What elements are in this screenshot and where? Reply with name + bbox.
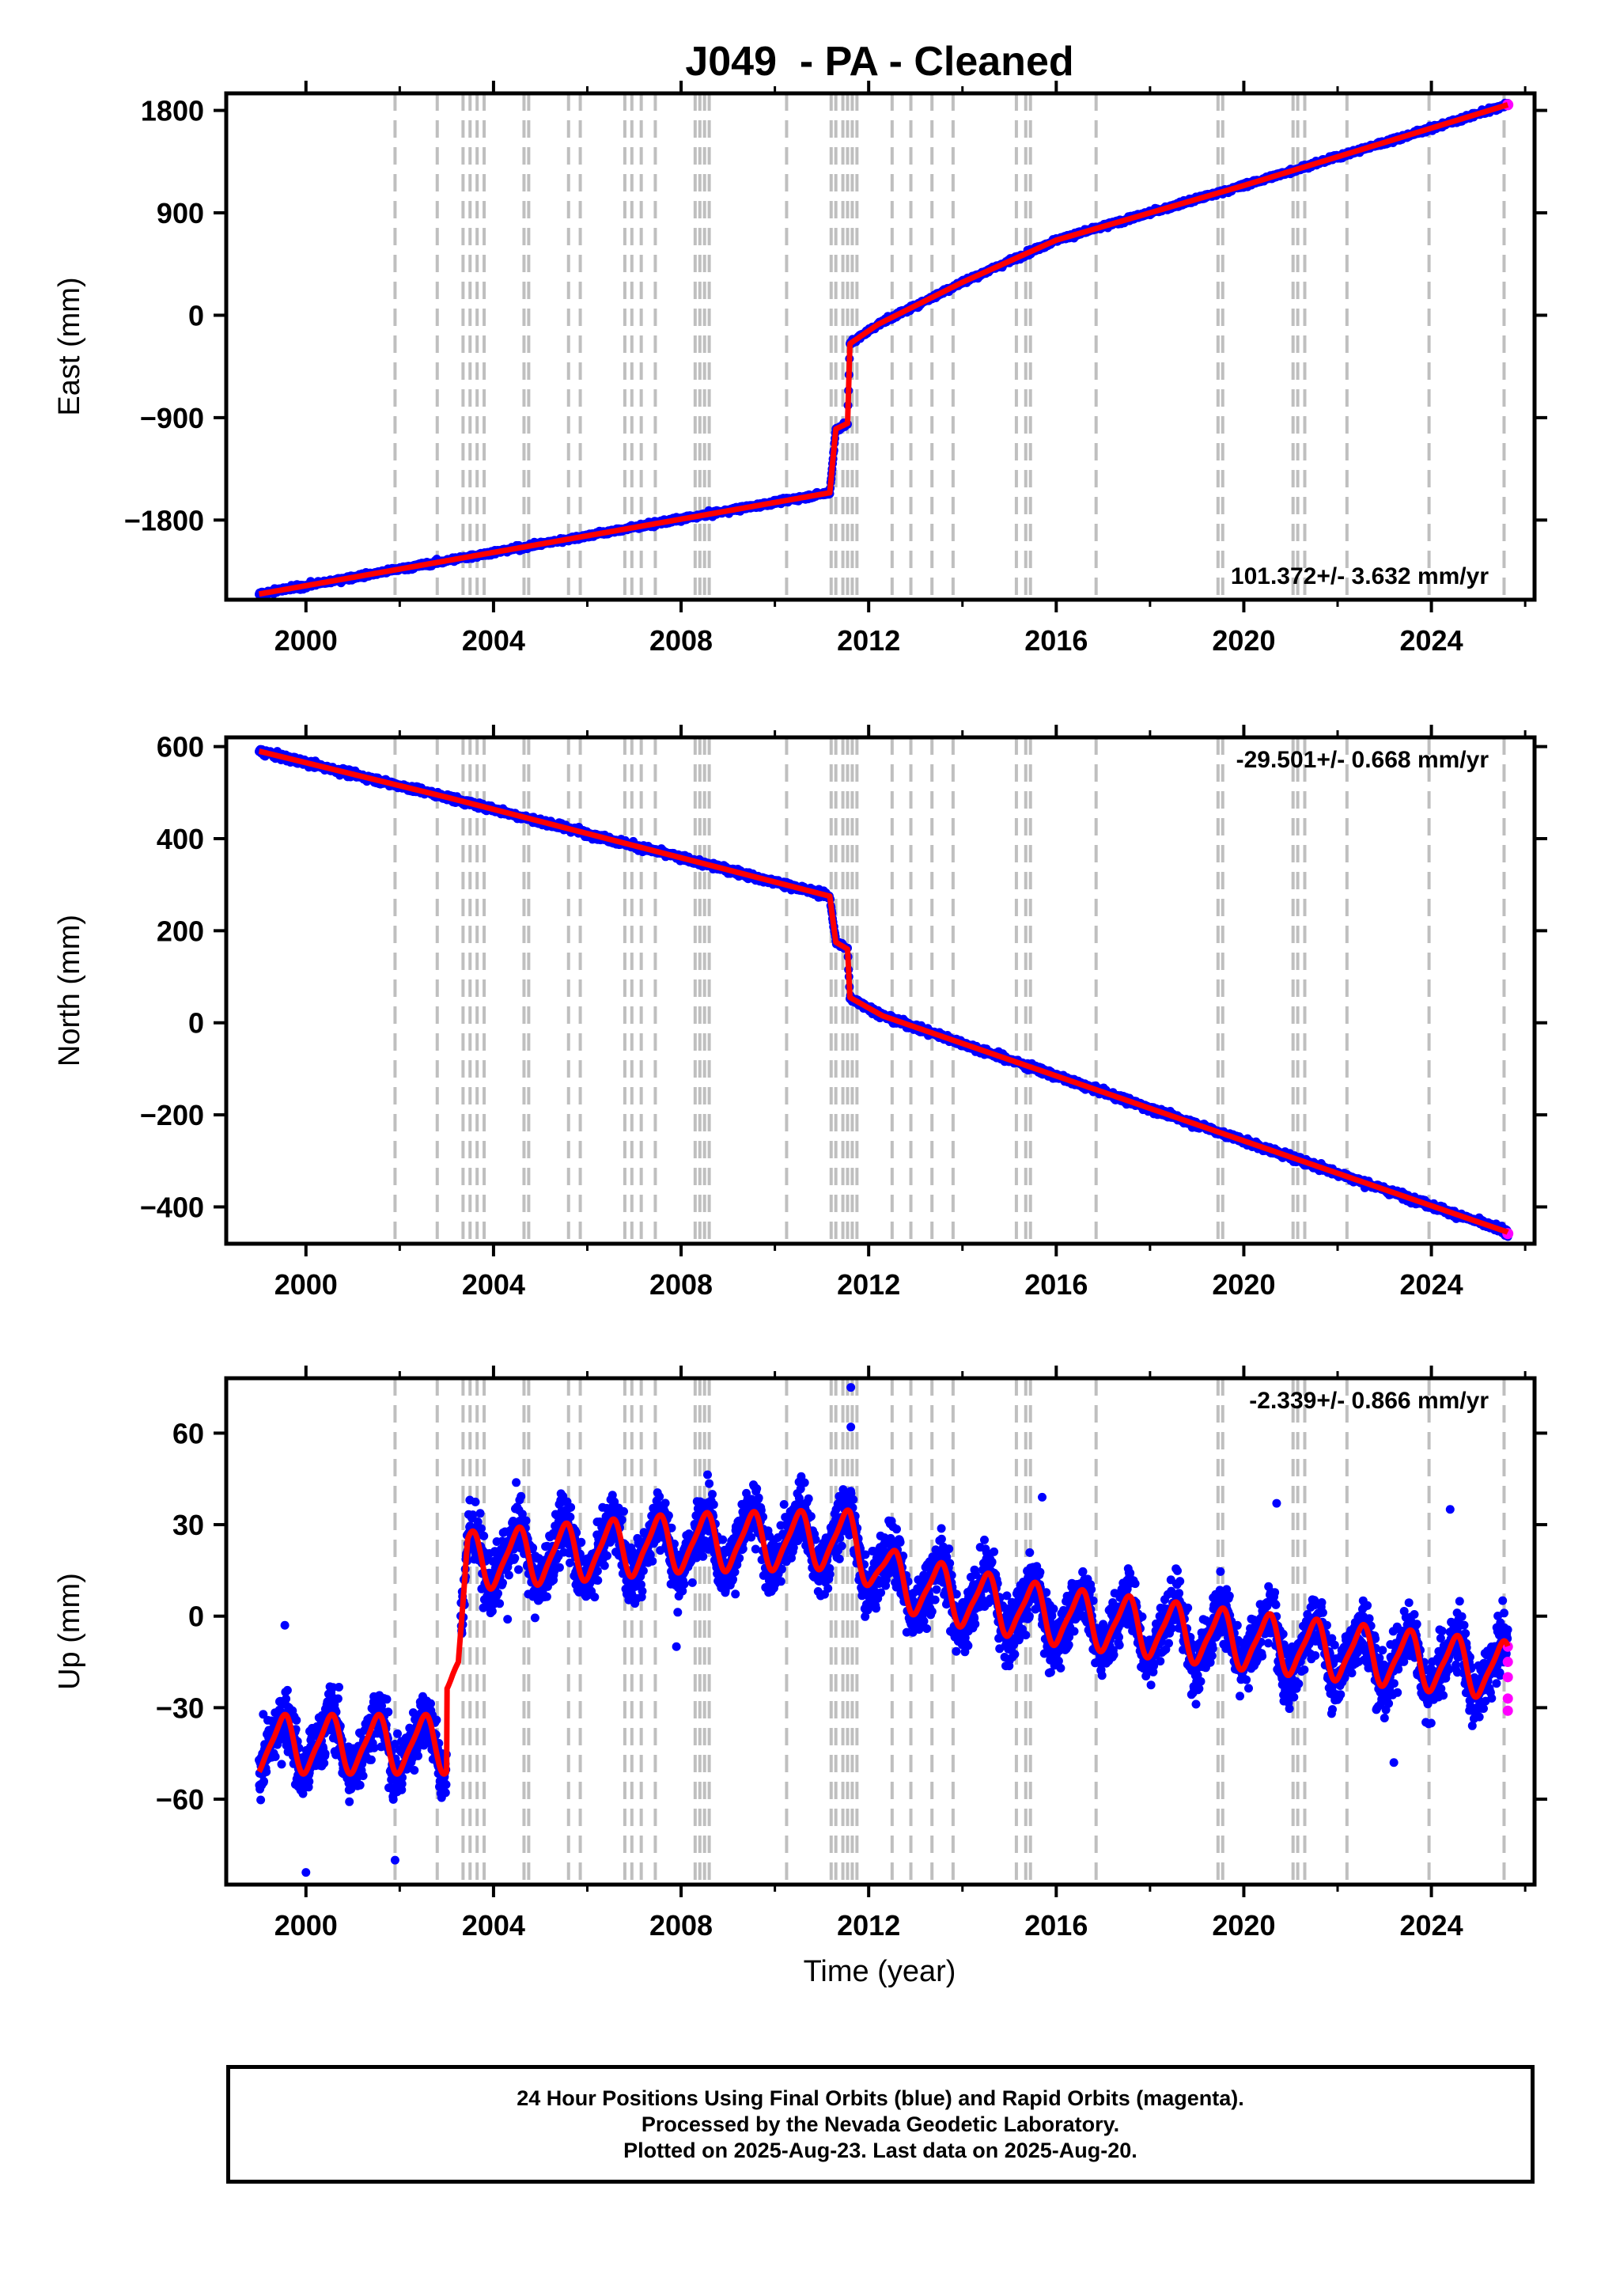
east-rate-label: 101.372+/- 3.632 mm/yr <box>1231 563 1489 589</box>
east-final-orbit-points <box>255 98 1512 600</box>
y-tick-label: −1800 <box>124 504 204 536</box>
x-tick-label: 2012 <box>837 624 900 657</box>
y-tick-label: 1800 <box>141 95 204 127</box>
x-tick-label: 2000 <box>274 624 338 657</box>
model-path <box>256 102 1511 597</box>
x-tick-label: 2008 <box>649 624 713 657</box>
north-panel: 2000 2004 2008 2012 2016 2020 2024−400−2000200… <box>53 725 1547 1301</box>
y-tick-label: 0 <box>188 299 204 332</box>
east-ylabel: East (mm) <box>53 277 86 415</box>
north-event-lines <box>393 737 1506 1244</box>
y-tick-label: −900 <box>140 402 204 434</box>
x-tick-label: 2004 <box>462 624 525 657</box>
east-panel: 2000 2004 2008 2012 2016 2020 2024 −1800 −900 0 90… <box>53 81 1547 657</box>
plot-frame <box>224 91 1537 602</box>
x-tick-label: 2024 <box>1400 624 1463 657</box>
x-tick-label: 2020 <box>1212 624 1275 657</box>
y-tick-label: 900 <box>157 197 204 229</box>
x-tick-label: 2016 <box>1024 624 1088 657</box>
east-event-lines <box>393 93 1506 600</box>
east-model-line <box>256 102 1511 597</box>
page-title: J049 - PA - Cleaned <box>685 39 1073 85</box>
